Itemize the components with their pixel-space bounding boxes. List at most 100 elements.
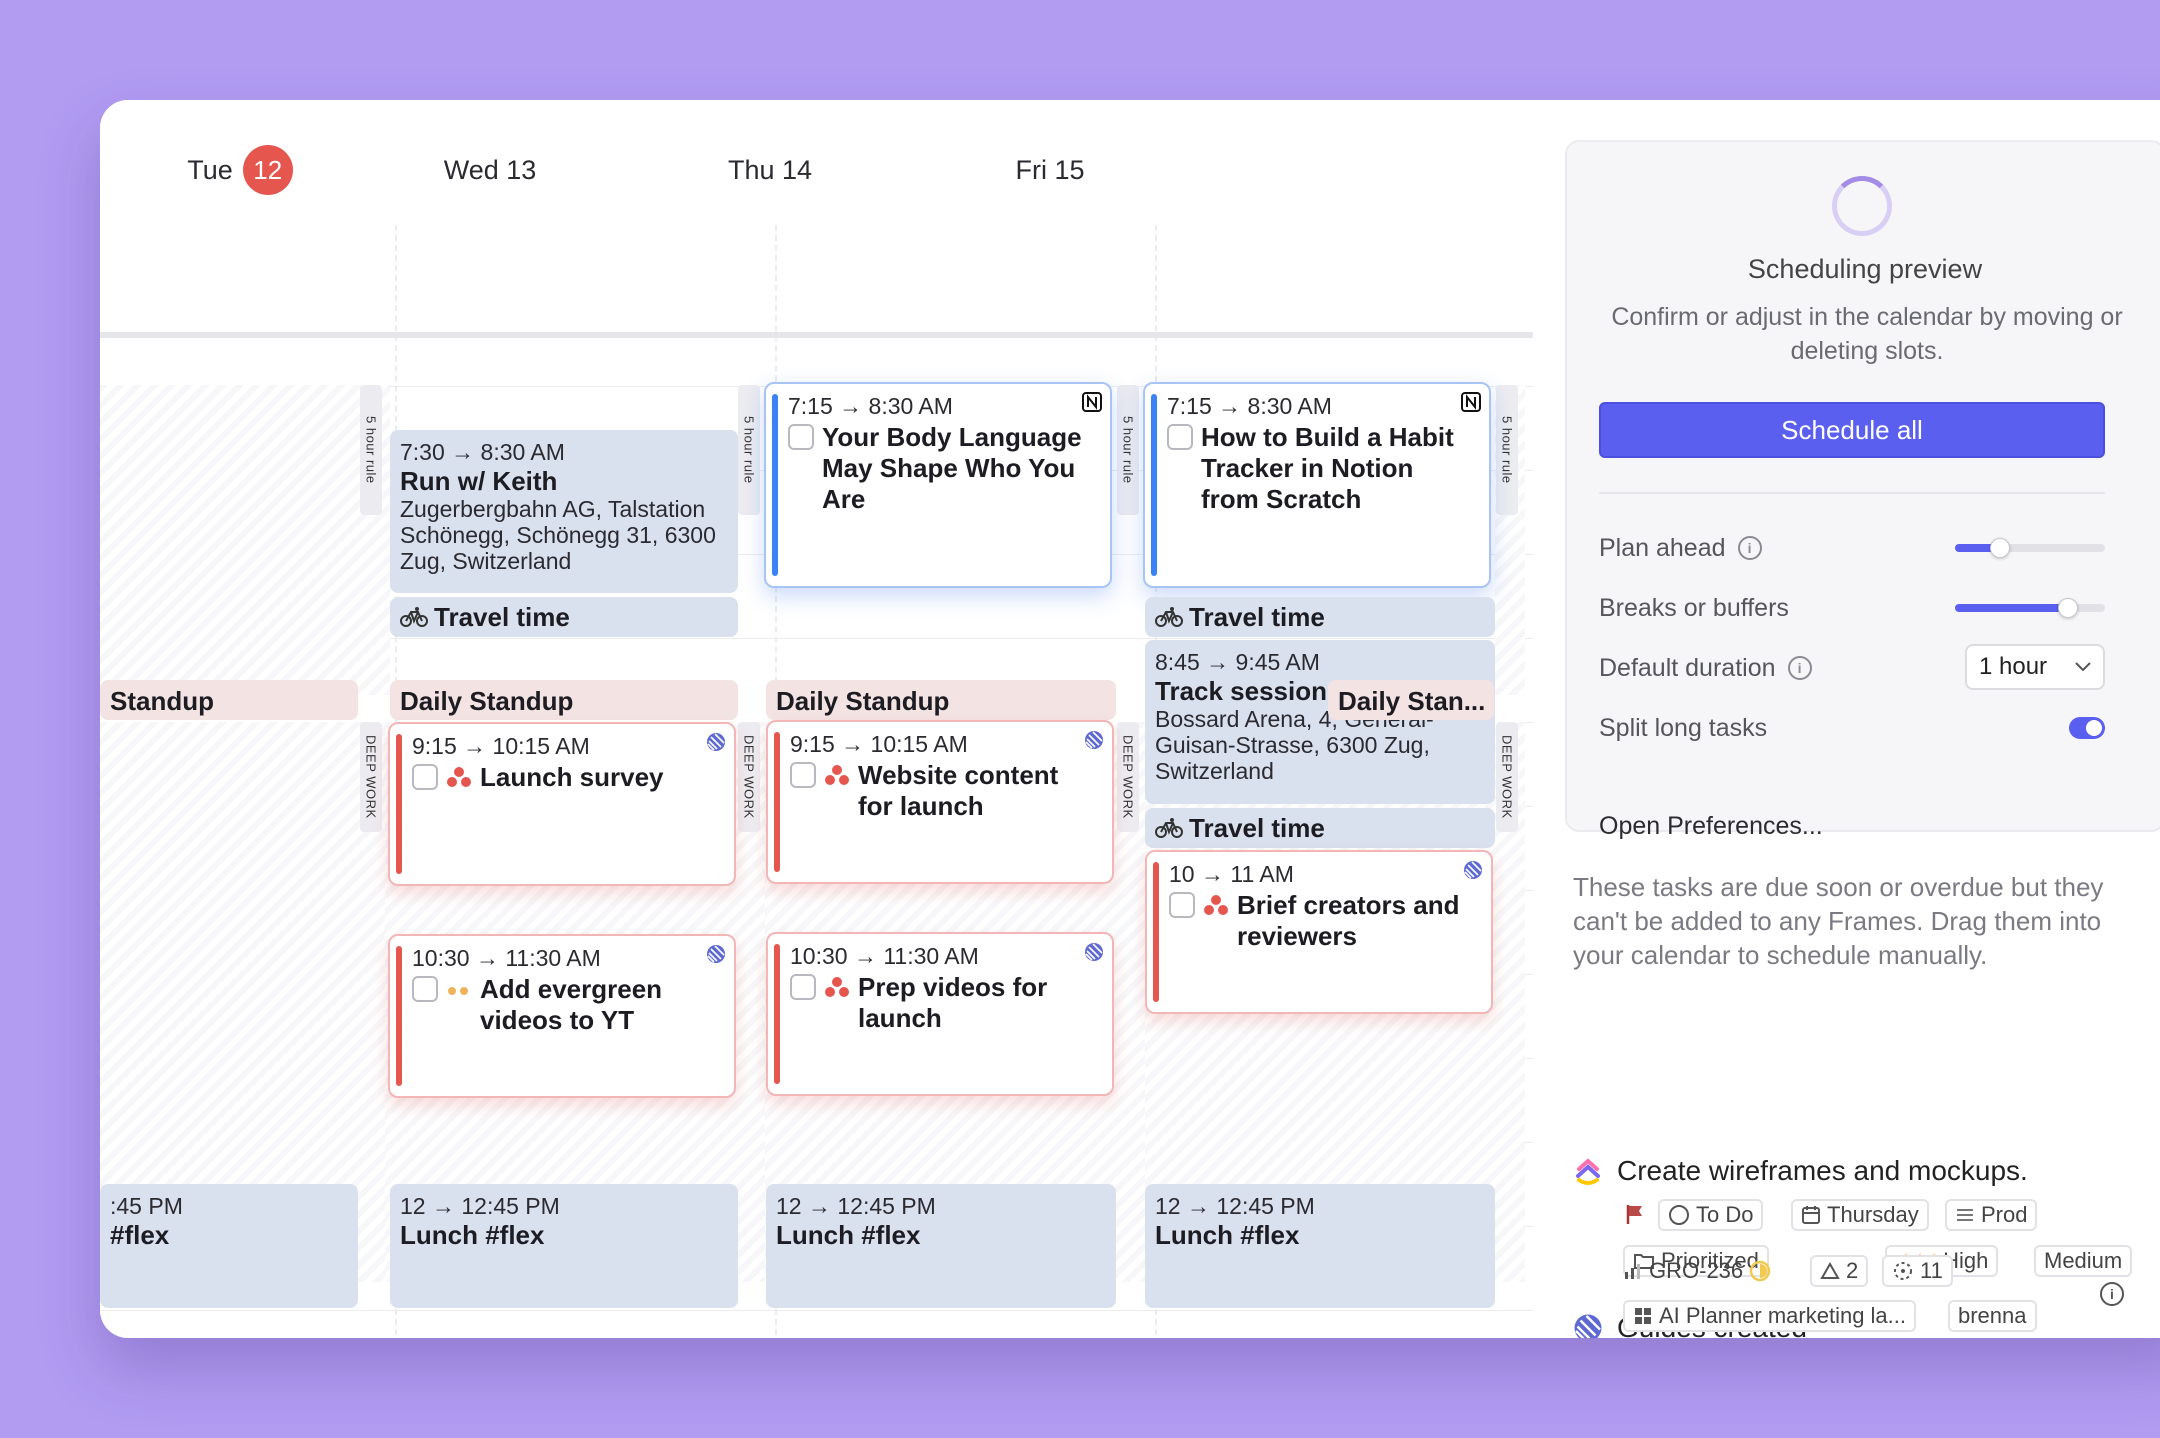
info-icon[interactable]: i xyxy=(1737,536,1762,560)
slider-knob[interactable] xyxy=(2057,598,2078,618)
task-prep-videos[interactable]: 10:30 → 11:30 AM Prep videos for launch xyxy=(766,932,1114,1096)
task-time: 9:15 → 10:15 AM xyxy=(412,733,590,759)
split-long-toggle[interactable] xyxy=(2069,717,2105,739)
task-evergreen-videos[interactable]: 10:30 → 11:30 AM Add evergreen videos to… xyxy=(388,934,736,1098)
due-date-chip[interactable]: Thursday xyxy=(1791,1199,1929,1231)
task-checkbox[interactable] xyxy=(790,974,816,1000)
task-launch-survey[interactable]: 9:15 → 10:15 AM Launch survey xyxy=(388,722,736,886)
event-lunch[interactable]: 12 → 12:45 PM Lunch #flex xyxy=(390,1184,738,1308)
open-preferences-link[interactable]: Open Preferences... xyxy=(1599,812,1823,840)
task-title: Prep videos for launch xyxy=(858,972,1048,1033)
frame-tag-label: 5 hour rule xyxy=(741,416,757,484)
effort-chip[interactable]: Medium xyxy=(2034,1245,2133,1277)
circle-status-icon xyxy=(1669,1205,1689,1225)
frame-tag-label: 5 hour rule xyxy=(363,416,379,484)
event-title: Daily Stan... xyxy=(1338,686,1486,716)
event-title: Lunch #flex xyxy=(400,1220,545,1250)
split-long-tasks-row: Split long tasks xyxy=(1599,708,2105,748)
travel-label: Travel time xyxy=(1189,601,1325,632)
event-time: :45 PM xyxy=(110,1193,183,1219)
unscheduled-task-title[interactable]: Create wireframes and mockups. xyxy=(1573,1155,2028,1187)
calendar-week-view[interactable]: Tue 12 Wed 13 Thu 14 Fri 15 xyxy=(100,100,1533,1338)
event-standup[interactable]: Standup xyxy=(100,680,358,720)
list-chip[interactable]: Prod xyxy=(1945,1199,2038,1231)
task-title: Add evergreen videos to YT xyxy=(480,974,663,1035)
task-color-bar xyxy=(774,944,780,1084)
task-checkbox[interactable] xyxy=(788,424,814,450)
scheduling-subtitle: Confirm or adjust in the calendar by mov… xyxy=(1611,303,2123,365)
travel-time-block[interactable]: Travel time xyxy=(390,597,738,637)
frame-tag-label: DEEP WORK xyxy=(363,735,379,819)
task-checkbox[interactable] xyxy=(790,762,816,788)
event-track-session[interactable]: 8:45 → 9:45 AM Track session Bossard Are… xyxy=(1145,640,1495,804)
status-chip[interactable]: To Do xyxy=(1658,1199,1764,1231)
travel-time-block[interactable]: Travel time xyxy=(1145,808,1495,848)
chip-label: Medium xyxy=(2044,1248,2123,1273)
breaks-label: Breaks or buffers xyxy=(1599,593,1789,622)
frame-tag-5-hour-rule[interactable]: 5 hour rule xyxy=(1117,385,1139,515)
unscheduled-task-title[interactable]: Guides created xyxy=(1573,1312,1807,1338)
task-title: Launch survey xyxy=(480,762,664,792)
scheduling-title: Scheduling preview xyxy=(1747,254,1983,284)
event-title: Standup xyxy=(110,686,214,716)
clickup-icon xyxy=(1576,1158,1600,1185)
task-title: How to Build a Habit Tracker in Notion f… xyxy=(1201,422,1454,514)
task-habit-tracker[interactable]: 7:15 → 8:30 AM How to Build a Habit Trac… xyxy=(1143,382,1491,588)
event-lunch[interactable]: 12 → 12:45 PM Lunch #flex xyxy=(1145,1184,1495,1308)
task-checkbox[interactable] xyxy=(1169,892,1195,918)
day-label: Tue xyxy=(187,154,233,185)
due-note: These tasks are due soon or overdue but … xyxy=(1573,872,2104,970)
slider-knob[interactable] xyxy=(1990,538,2010,558)
task-checkbox[interactable] xyxy=(412,976,438,1002)
hour-line xyxy=(100,638,1533,639)
frame-tag-5-hour-rule[interactable]: 5 hour rule xyxy=(1496,385,1518,515)
task-brief-creators[interactable]: 10 → 11 AM Brief creators and reviewers xyxy=(1145,850,1493,1014)
divider xyxy=(1599,492,2105,494)
event-title: Run w/ Keith xyxy=(400,466,558,496)
frame-tag-deep-work[interactable]: DEEP WORK xyxy=(738,722,760,832)
travel-time-block[interactable]: Travel time xyxy=(1145,597,1495,637)
priority-dots-icon xyxy=(825,977,849,997)
task-title: Brief creators and reviewers xyxy=(1237,890,1460,951)
priority-dots-icon xyxy=(448,987,468,995)
frame-tag-deep-work[interactable]: DEEP WORK xyxy=(1117,722,1139,832)
breaks-slider[interactable] xyxy=(1955,598,2105,618)
lightning-icon: ⚡⚡⚡ xyxy=(1895,1250,1938,1273)
event-daily-standup[interactable]: Daily Standup xyxy=(766,680,1116,720)
frame-tag-5-hour-rule[interactable]: 5 hour rule xyxy=(360,385,382,515)
event-title: Daily Standup xyxy=(400,686,574,716)
task-website-content[interactable]: 9:15 → 10:15 AM Website content for laun… xyxy=(766,720,1114,884)
priority-dots-icon xyxy=(1204,895,1228,915)
schedule-all-button[interactable]: Schedule all xyxy=(1599,402,2105,458)
task-time: 7:15 → 8:30 AM xyxy=(1167,393,1332,419)
frame-tag-deep-work[interactable]: DEEP WORK xyxy=(360,722,382,832)
event-lunch[interactable]: 12 → 12:45 PM Lunch #flex xyxy=(766,1184,1116,1308)
event-lunch[interactable]: :45 PM #flex xyxy=(100,1184,358,1308)
travel-label: Travel time xyxy=(1189,812,1325,843)
priority-chip[interactable]: ⚡⚡⚡ High xyxy=(1885,1245,1999,1277)
day-header-thu[interactable]: Thu 14 xyxy=(670,100,870,240)
day-header-wed[interactable]: Wed 13 xyxy=(390,100,590,240)
event-daily-standup[interactable]: Daily Standup xyxy=(390,680,738,720)
frame-tag-deep-work[interactable]: DEEP WORK xyxy=(1496,722,1518,832)
event-daily-standup[interactable]: Daily Stan... xyxy=(1328,680,1494,720)
default-duration-select[interactable]: 1 hour xyxy=(1965,644,2105,690)
task-checkbox[interactable] xyxy=(1167,424,1193,450)
split-long-label: Split long tasks xyxy=(1599,713,1768,742)
event-time: 8:45 → 9:45 AM xyxy=(1155,649,1320,675)
frame-background xyxy=(100,385,390,695)
folder-chip[interactable]: Prioritized xyxy=(1623,1245,1769,1277)
frame-tag-5-hour-rule[interactable]: 5 hour rule xyxy=(738,385,760,515)
task-checkbox[interactable] xyxy=(412,764,438,790)
frame-tag-label: DEEP WORK xyxy=(1120,735,1136,819)
task-color-bar xyxy=(1151,394,1157,576)
task-title: Your Body Language May Shape Who You Are xyxy=(822,422,1082,514)
task-body-language[interactable]: 7:15 → 8:30 AM Your Body Language May Sh… xyxy=(764,382,1112,588)
event-run[interactable]: 7:30 → 8:30 AM Run w/ Keith Zugerbergbah… xyxy=(390,430,738,593)
plan-ahead-slider[interactable] xyxy=(1955,538,2105,558)
frame-tag-label: 5 hour rule xyxy=(1499,416,1515,484)
notion-icon xyxy=(1461,392,1481,412)
day-header-tue[interactable]: Tue 12 xyxy=(140,100,340,240)
info-icon[interactable]: i xyxy=(1787,656,1812,680)
day-header-fri[interactable]: Fri 15 xyxy=(950,100,1150,240)
